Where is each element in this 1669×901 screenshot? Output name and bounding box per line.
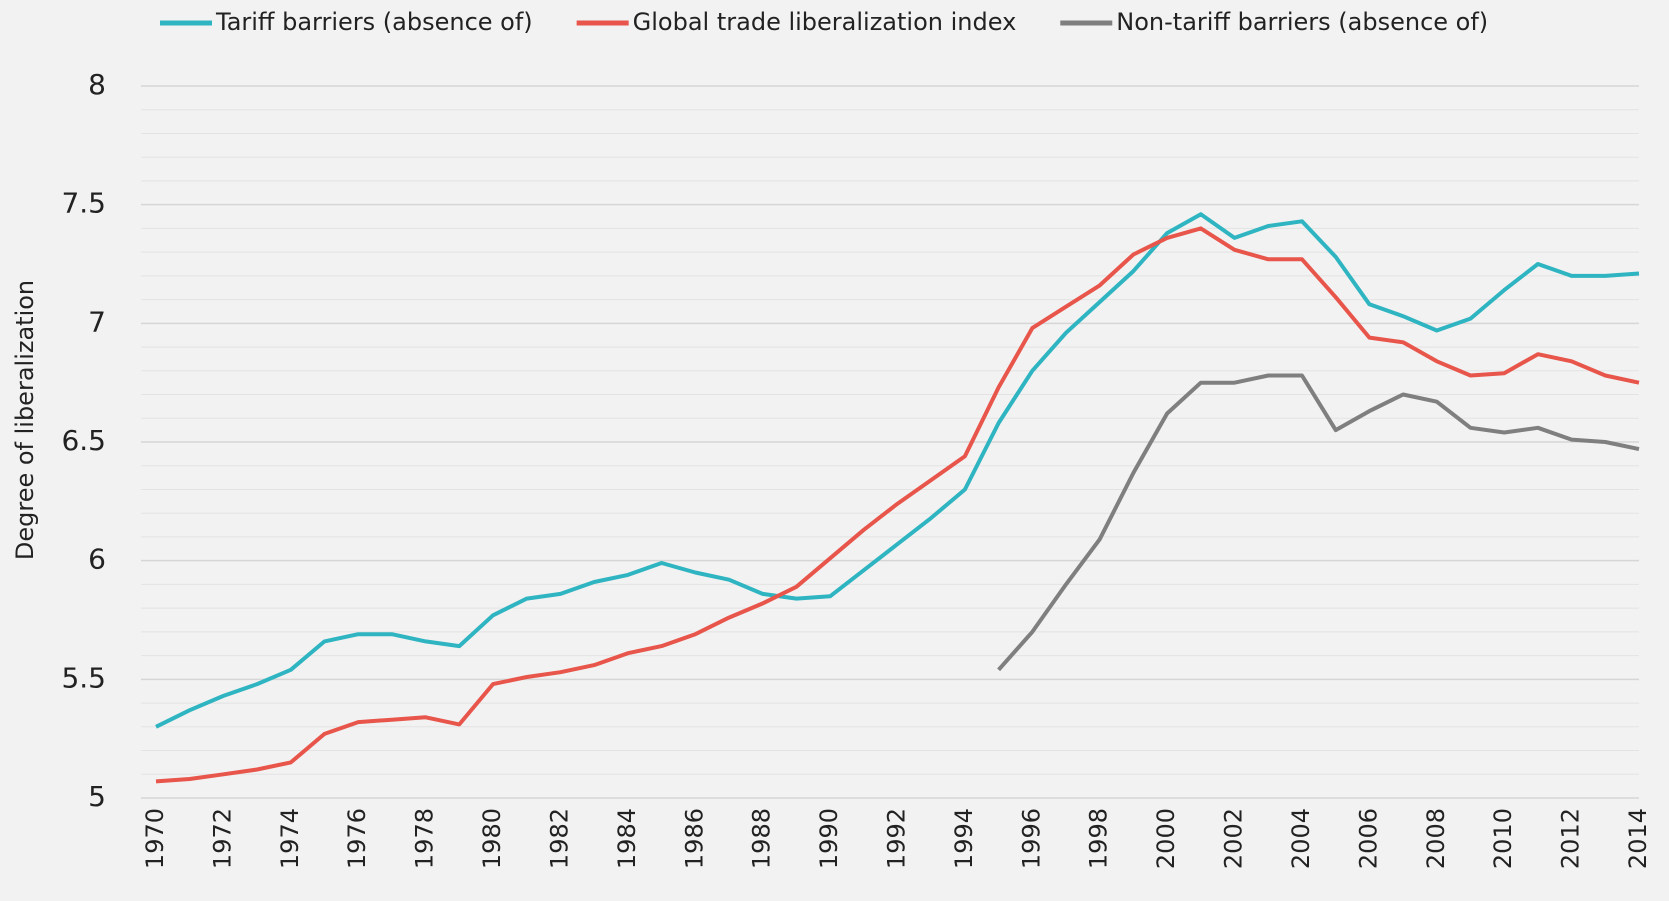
x-tick-label: 1982 [545, 808, 573, 869]
line-series [155, 226, 1640, 784]
x-tick-label: 1996 [1017, 808, 1045, 869]
y-tick-label: 5.5 [61, 661, 106, 694]
y-tick-label: 7 [88, 305, 106, 338]
x-tick-label: 1992 [883, 808, 911, 869]
line-series [155, 212, 1640, 729]
legend-label: Tariff barriers (absence of) [215, 8, 533, 36]
x-tick-label: 1986 [680, 808, 708, 869]
x-tick-label: 2014 [1624, 808, 1652, 869]
x-tick-label: 2004 [1287, 808, 1315, 869]
line-series [997, 373, 1640, 672]
y-tick-label: 6 [88, 543, 106, 576]
x-tick-label: 1990 [815, 808, 843, 869]
x-tick-label: 2002 [1220, 808, 1248, 869]
x-tick-label: 1976 [343, 808, 371, 869]
legend-label: Non-tariff barriers (absence of) [1116, 8, 1488, 36]
x-tick-label: 2000 [1152, 808, 1180, 869]
legend-label: Global trade liberalization index [633, 8, 1017, 36]
y-tick-label: 6.5 [61, 424, 106, 457]
y-axis-label: Degree of liberalization [11, 280, 39, 560]
y-tick-label: 7.5 [61, 187, 106, 220]
x-tick-label: 2008 [1422, 808, 1450, 869]
x-tick-label: 1974 [276, 808, 304, 869]
x-tick-label: 2006 [1354, 808, 1382, 869]
x-tick-label: 2010 [1489, 808, 1517, 869]
x-tick-label: 1988 [748, 808, 776, 869]
x-tick-label: 1998 [1085, 808, 1113, 869]
x-tick-label: 1978 [411, 808, 439, 869]
x-tick-label: 2012 [1557, 808, 1585, 869]
x-tick-label: 1972 [208, 808, 236, 869]
x-tick-label: 1994 [950, 808, 978, 869]
x-tick-label: 1970 [141, 808, 169, 869]
y-tick-label: 5 [88, 780, 106, 813]
x-tick-label: 1984 [613, 808, 641, 869]
y-tick-label: 8 [88, 68, 106, 101]
x-tick-label: 1980 [478, 808, 506, 869]
